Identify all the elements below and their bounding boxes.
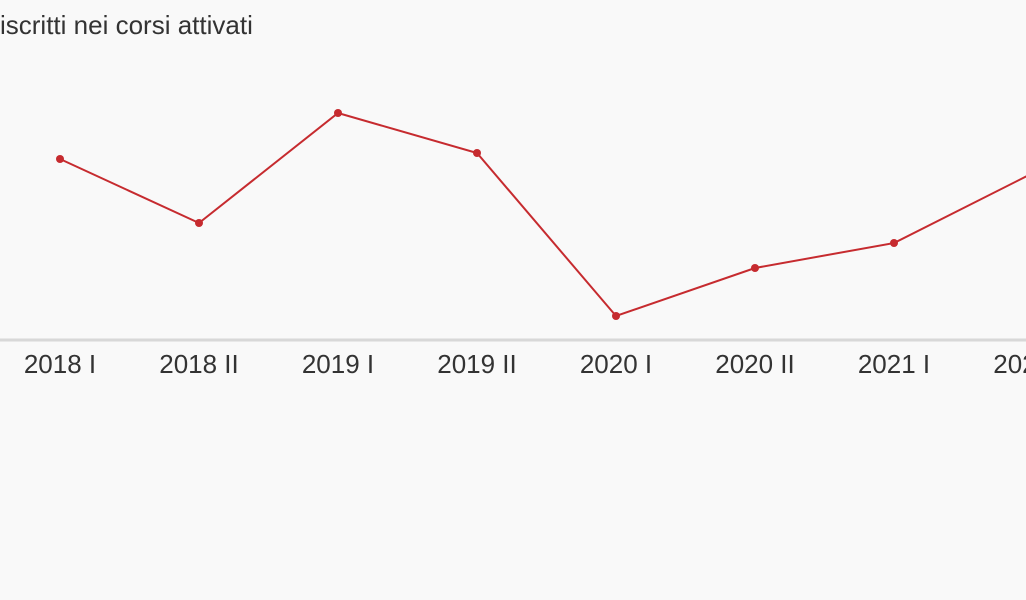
- x-tick-label: 2018 II: [159, 349, 239, 379]
- x-tick-label: 2018 I: [24, 349, 96, 379]
- point: [473, 149, 481, 157]
- x-tick-label: 2019 II: [437, 349, 517, 379]
- point: [612, 312, 620, 320]
- line: [59, 111, 1026, 318]
- x-tick-label: 2020 I: [580, 349, 652, 379]
- x-tick-label: 2020 II: [715, 349, 795, 379]
- chart-title: iscritti nei corsi attivati: [0, 10, 253, 40]
- point: [751, 264, 759, 272]
- x-tick-label: 2021 II: [993, 349, 1026, 379]
- point: [890, 239, 898, 247]
- point: [195, 219, 203, 227]
- point: [334, 109, 342, 117]
- x-tick-label: 2019 I: [302, 349, 374, 379]
- point: [56, 155, 64, 163]
- x-tick-label: 2021 I: [858, 349, 930, 379]
